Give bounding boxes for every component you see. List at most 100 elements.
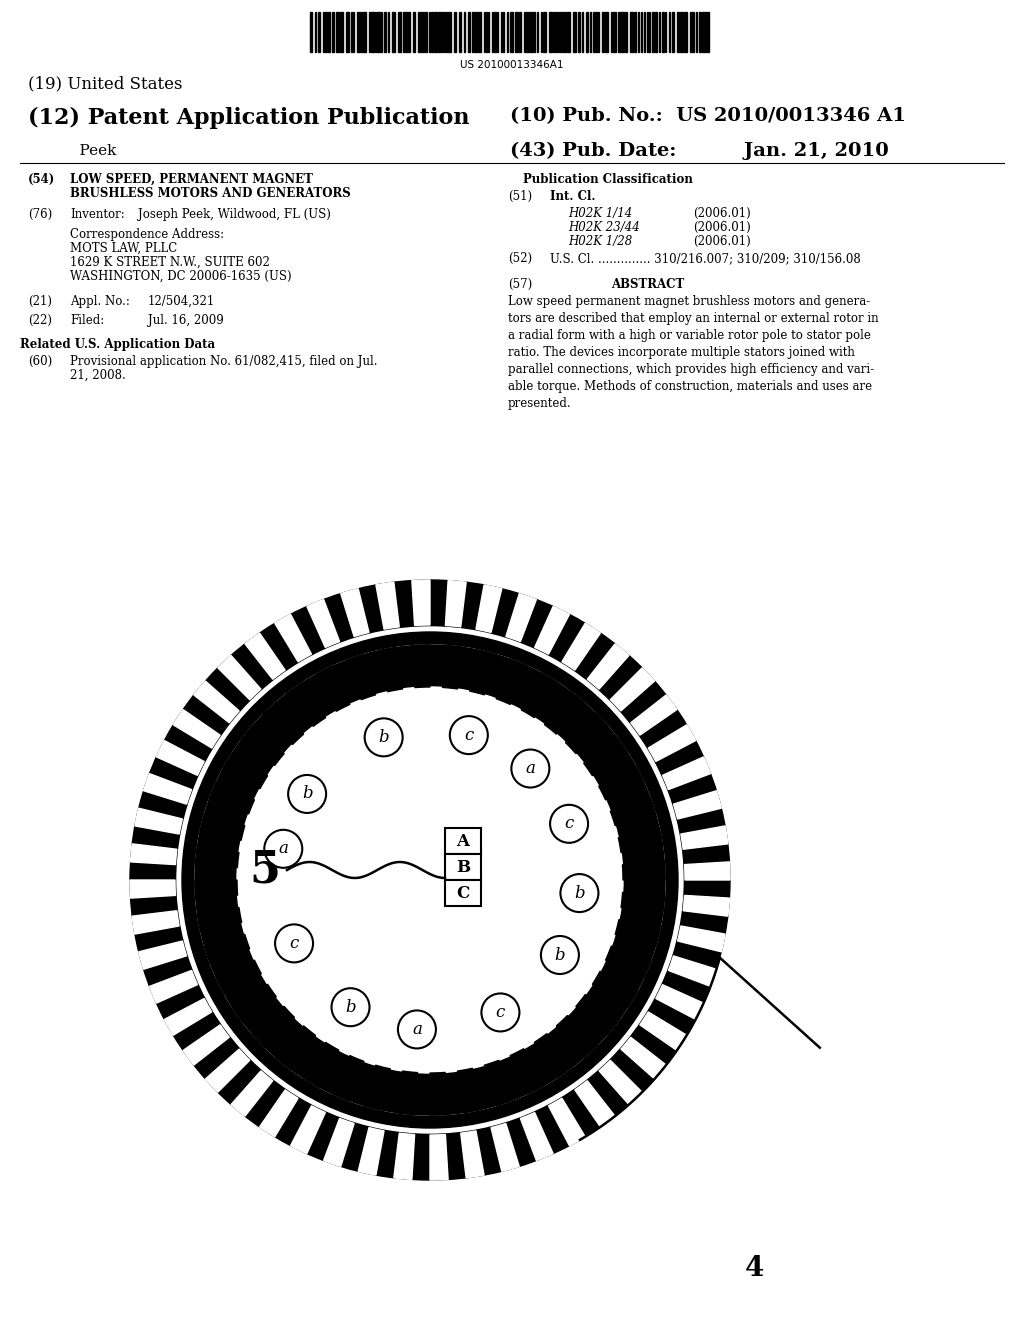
- Polygon shape: [241, 726, 284, 766]
- Bar: [595, 12, 597, 51]
- Text: (54): (54): [28, 173, 55, 186]
- Text: 12/504,321: 12/504,321: [148, 294, 215, 308]
- Circle shape: [182, 632, 678, 1129]
- Text: b: b: [345, 999, 355, 1015]
- Bar: [418, 12, 421, 51]
- Bar: [578, 12, 580, 51]
- Polygon shape: [674, 791, 721, 818]
- Polygon shape: [621, 1038, 667, 1078]
- Text: (22): (22): [28, 314, 52, 327]
- Polygon shape: [535, 606, 569, 655]
- Bar: [468, 12, 470, 51]
- Text: B: B: [456, 858, 470, 875]
- Polygon shape: [396, 1071, 418, 1114]
- Bar: [702, 12, 705, 51]
- Bar: [357, 12, 360, 51]
- Polygon shape: [138, 941, 186, 969]
- Text: (12) Patent Application Publication: (12) Patent Application Publication: [28, 107, 469, 129]
- Polygon shape: [549, 1098, 585, 1146]
- Text: Publication Classification: Publication Classification: [523, 173, 693, 186]
- Polygon shape: [610, 668, 654, 711]
- Text: (43) Pub. Date:          Jan. 21, 2010: (43) Pub. Date: Jan. 21, 2010: [510, 143, 889, 160]
- Text: Inventor:: Inventor:: [70, 209, 125, 220]
- Polygon shape: [231, 1071, 272, 1117]
- Polygon shape: [497, 659, 527, 705]
- Polygon shape: [562, 623, 600, 671]
- Bar: [586, 12, 588, 51]
- Text: C: C: [457, 884, 470, 902]
- Text: LOW SPEED, PERMANENT MAGNET: LOW SPEED, PERMANENT MAGNET: [70, 173, 313, 186]
- Bar: [573, 12, 575, 51]
- Circle shape: [541, 936, 579, 974]
- Polygon shape: [173, 710, 220, 748]
- Bar: [425, 12, 427, 51]
- Polygon shape: [587, 644, 629, 689]
- Text: (10) Pub. No.:  US 2010/0013346 A1: (10) Pub. No.: US 2010/0013346 A1: [510, 107, 906, 125]
- Bar: [438, 12, 441, 51]
- Polygon shape: [510, 1048, 544, 1094]
- Text: Related U.S. Application Data: Related U.S. Application Data: [20, 338, 216, 351]
- Bar: [371, 12, 374, 51]
- Polygon shape: [200, 814, 245, 841]
- Bar: [613, 12, 616, 51]
- Polygon shape: [346, 655, 376, 700]
- Circle shape: [195, 645, 665, 1115]
- Text: Jul. 16, 2009: Jul. 16, 2009: [148, 314, 224, 327]
- Bar: [422, 12, 424, 51]
- Polygon shape: [575, 994, 620, 1034]
- Circle shape: [245, 696, 615, 1065]
- Bar: [555, 12, 557, 51]
- Bar: [459, 12, 461, 51]
- Polygon shape: [135, 808, 182, 834]
- Circle shape: [481, 994, 519, 1031]
- Bar: [392, 12, 395, 51]
- Bar: [567, 12, 570, 51]
- Polygon shape: [223, 752, 267, 789]
- Polygon shape: [130, 880, 175, 898]
- Polygon shape: [291, 1106, 326, 1154]
- Circle shape: [275, 924, 313, 962]
- Text: Joseph Peek, Wildwood, FL (US): Joseph Peek, Wildwood, FL (US): [138, 209, 331, 220]
- Polygon shape: [430, 1134, 449, 1180]
- Text: 1629 K STREET N.W., SUITE 602: 1629 K STREET N.W., SUITE 602: [70, 256, 270, 269]
- Text: Peek: Peek: [60, 144, 117, 158]
- Polygon shape: [492, 1123, 519, 1171]
- Polygon shape: [209, 783, 254, 814]
- Text: (52): (52): [508, 252, 532, 265]
- Circle shape: [560, 874, 598, 912]
- Polygon shape: [442, 645, 464, 689]
- Text: WASHINGTON, DC 20006-1635 (US): WASHINGTON, DC 20006-1635 (US): [70, 271, 292, 282]
- Circle shape: [237, 686, 623, 1073]
- Polygon shape: [521, 673, 557, 718]
- Circle shape: [177, 627, 683, 1133]
- Text: (57): (57): [508, 279, 532, 290]
- Circle shape: [550, 805, 588, 842]
- Polygon shape: [194, 681, 240, 723]
- Polygon shape: [592, 972, 637, 1007]
- Circle shape: [264, 830, 302, 867]
- Text: MOTS LAW, PLLC: MOTS LAW, PLLC: [70, 242, 177, 255]
- Polygon shape: [316, 667, 350, 711]
- Polygon shape: [143, 774, 191, 804]
- Polygon shape: [470, 649, 497, 694]
- Polygon shape: [631, 696, 677, 735]
- Text: ABSTRACT: ABSTRACT: [611, 279, 685, 290]
- Polygon shape: [648, 725, 695, 762]
- Polygon shape: [461, 1131, 484, 1177]
- Polygon shape: [324, 1118, 354, 1167]
- Bar: [655, 12, 657, 51]
- Text: c: c: [290, 935, 299, 952]
- Text: BRUSHLESS MOTORS AND GENERATORS: BRUSHLESS MOTORS AND GENERATORS: [70, 187, 351, 201]
- Bar: [560, 12, 562, 51]
- Bar: [699, 12, 701, 51]
- Circle shape: [130, 579, 730, 1180]
- Polygon shape: [618, 829, 663, 853]
- Bar: [519, 12, 521, 51]
- Bar: [549, 12, 552, 51]
- Polygon shape: [252, 1006, 295, 1047]
- Polygon shape: [615, 920, 660, 946]
- Polygon shape: [621, 892, 665, 913]
- Polygon shape: [476, 585, 502, 632]
- Text: c: c: [464, 726, 473, 743]
- Bar: [434, 12, 437, 51]
